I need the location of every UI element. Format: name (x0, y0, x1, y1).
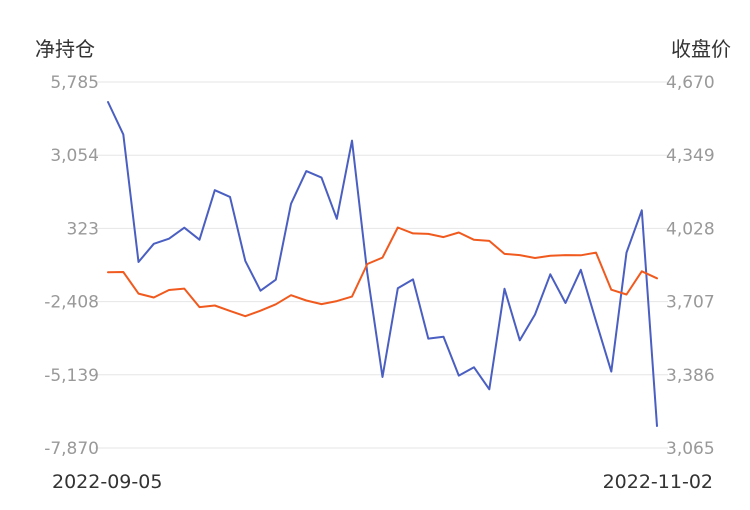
left-tick-label: 5,785 (50, 73, 99, 93)
left-tick-label: -5,139 (44, 366, 99, 386)
x-end-label: 2022-11-02 (603, 471, 713, 493)
right-tick-label: 3,065 (666, 439, 715, 459)
close-price-line (107, 226, 658, 318)
right-axis-ticks: 4,670 4,349 4,028 3,707 3,386 3,065 (666, 73, 715, 459)
x-start-label: 2022-09-05 (52, 471, 162, 493)
right-tick-label: 3,386 (666, 366, 715, 386)
right-tick-label: 4,670 (666, 73, 715, 93)
left-tick-label: 3,054 (50, 146, 99, 166)
left-axis-title: 净持仓 (35, 37, 95, 61)
right-tick-label: 4,028 (666, 219, 715, 239)
series-lines (107, 101, 658, 427)
right-tick-label: 3,707 (666, 293, 715, 313)
net-position-line (107, 101, 658, 427)
left-tick-label: 323 (67, 219, 99, 239)
right-tick-label: 4,349 (666, 146, 715, 166)
right-axis-title: 收盘价 (671, 37, 731, 61)
left-tick-label: -7,870 (44, 439, 99, 459)
left-axis-ticks: 5,785 3,054 323 -2,408 -5,139 -7,870 (44, 73, 99, 459)
left-tick-label: -2,408 (44, 293, 99, 313)
gridlines (95, 81, 668, 449)
